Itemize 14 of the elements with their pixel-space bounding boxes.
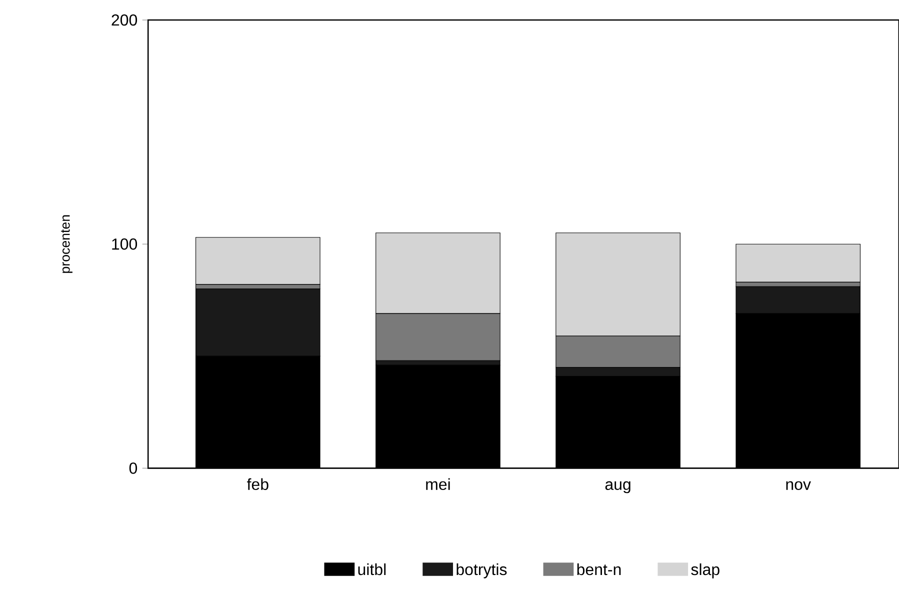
y-tick-label: 0 [129,462,138,474]
bar [196,237,320,285]
y-axis-title: procenten [61,216,72,274]
y-tick-label: 100 [112,238,138,250]
legend-label: slap [691,564,720,579]
legend-label: bent-n [577,564,621,576]
y-tick-label: 200 [112,14,138,26]
bar [736,244,860,283]
x-tick-label: mei [426,478,450,490]
legend-label: uitbl [358,564,386,576]
x-tick-label: aug [605,481,630,494]
x-tick-label: nov [786,481,811,490]
x-tick-label: feb [247,478,268,490]
legend-label: botrytis [456,564,507,579]
